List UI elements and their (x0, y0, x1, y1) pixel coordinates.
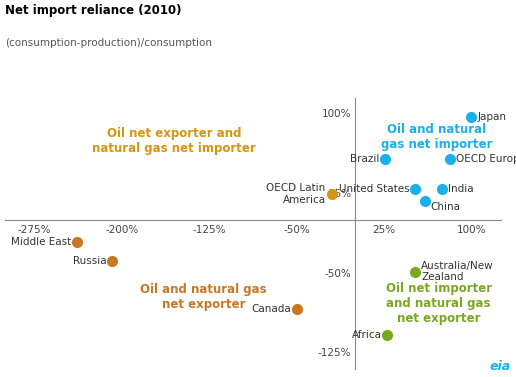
Text: Net import reliance (2010): Net import reliance (2010) (5, 4, 182, 17)
Text: OECD Latin
America: OECD Latin America (266, 183, 326, 205)
Text: China: China (430, 202, 461, 212)
Text: Oil and natural gas
net exporter: Oil and natural gas net exporter (140, 283, 267, 311)
Text: -50%: -50% (283, 225, 310, 235)
Text: Japan: Japan (477, 112, 506, 122)
Text: 25%: 25% (328, 189, 351, 199)
Text: Oil and natural
gas net importer: Oil and natural gas net importer (381, 123, 492, 152)
Text: -200%: -200% (105, 225, 138, 235)
Text: Oil net importer
and natural gas
net exporter: Oil net importer and natural gas net exp… (385, 282, 492, 325)
Text: 100%: 100% (457, 225, 486, 235)
Text: Australia/New
Zealand: Australia/New Zealand (421, 261, 494, 282)
Text: 100%: 100% (322, 109, 351, 119)
Text: -125%: -125% (192, 225, 226, 235)
Text: Russia: Russia (73, 256, 107, 266)
Text: (consumption-production)/consumption: (consumption-production)/consumption (5, 38, 212, 48)
Text: Africa: Africa (351, 330, 382, 340)
Text: Oil net exporter and
natural gas net importer: Oil net exporter and natural gas net imp… (92, 127, 256, 155)
Text: -275%: -275% (18, 225, 51, 235)
Text: United States: United States (339, 184, 410, 193)
Text: India: India (448, 184, 474, 193)
Text: OECD Europe: OECD Europe (456, 154, 516, 164)
Text: eia: eia (490, 360, 511, 373)
Text: -125%: -125% (318, 348, 351, 359)
Text: -50%: -50% (325, 269, 351, 279)
Text: Canada: Canada (251, 304, 291, 314)
Text: Middle East: Middle East (11, 237, 72, 247)
Text: 25%: 25% (373, 225, 396, 235)
Text: Brazil: Brazil (350, 154, 379, 164)
